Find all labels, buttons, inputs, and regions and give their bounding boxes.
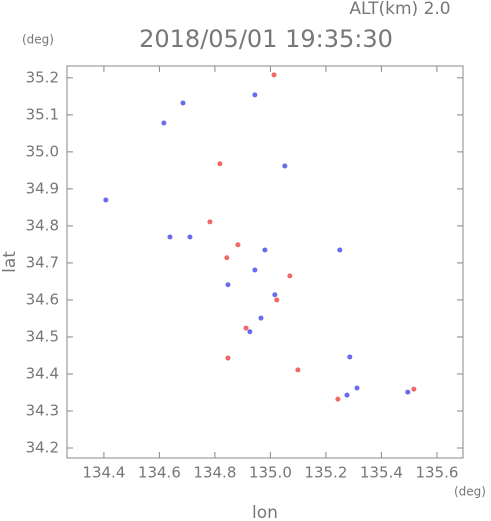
altitude-label: ALT(km) 2.0 <box>349 0 450 19</box>
echo-point <box>235 242 241 248</box>
y-tick-label: 35.0 <box>26 142 59 160</box>
y-axis-label: lat <box>0 251 20 273</box>
echo-point <box>207 219 213 225</box>
echo-point <box>258 315 264 321</box>
echo-point <box>252 92 258 98</box>
echo-point <box>272 292 278 298</box>
echo-point <box>262 247 268 253</box>
y-tick-label: 34.2 <box>26 439 59 457</box>
echo-point <box>187 234 193 240</box>
y-tick-label: 34.4 <box>26 364 59 382</box>
echo-point <box>271 72 277 78</box>
y-tick-label: 35.2 <box>26 68 59 86</box>
echo-point <box>282 163 288 169</box>
y-unit: (deg) <box>22 33 54 47</box>
echo-point <box>405 389 411 395</box>
echo-point <box>252 267 258 273</box>
y-tick-label: 35.1 <box>26 105 59 123</box>
echo-point <box>167 234 173 240</box>
echo-point <box>335 396 341 402</box>
x-tick-label: 135.2 <box>304 464 347 482</box>
y-tick-label: 34.6 <box>26 290 59 308</box>
echo-point <box>344 392 350 398</box>
echo-point <box>225 282 231 288</box>
echo-point <box>103 197 109 203</box>
x-tick-label: 135.4 <box>360 464 403 482</box>
echo-point <box>247 329 253 335</box>
chart-title: 2018/05/01 19:35:30 <box>139 25 393 53</box>
echo-point <box>287 273 293 279</box>
x-tick-label: 135.6 <box>415 464 458 482</box>
y-tick-label: 34.3 <box>26 401 59 419</box>
x-tick-label: 134.6 <box>138 464 181 482</box>
x-tick-label: 134.4 <box>82 464 125 482</box>
echo-point <box>354 385 360 391</box>
echo-point <box>347 354 353 360</box>
echo-point <box>295 367 301 373</box>
echo-point <box>411 386 417 392</box>
echo-point <box>274 297 280 303</box>
echo-point <box>224 255 230 261</box>
plot-frame <box>66 65 464 459</box>
x-tick-label: 135.0 <box>249 464 292 482</box>
y-tick-label: 34.7 <box>26 253 59 271</box>
echo-point <box>225 355 231 361</box>
echo-point <box>243 325 249 331</box>
y-tick-label: 34.9 <box>26 179 59 197</box>
echo-point <box>337 247 343 253</box>
echo-point <box>217 161 223 167</box>
x-axis-label: lon <box>252 503 278 521</box>
y-tick-label: 34.5 <box>26 327 59 345</box>
y-tick-label: 34.8 <box>26 216 59 234</box>
x-unit: (deg) <box>454 485 486 499</box>
x-tick-label: 134.8 <box>193 464 236 482</box>
echo-point <box>180 100 186 106</box>
echo-point <box>161 120 167 126</box>
